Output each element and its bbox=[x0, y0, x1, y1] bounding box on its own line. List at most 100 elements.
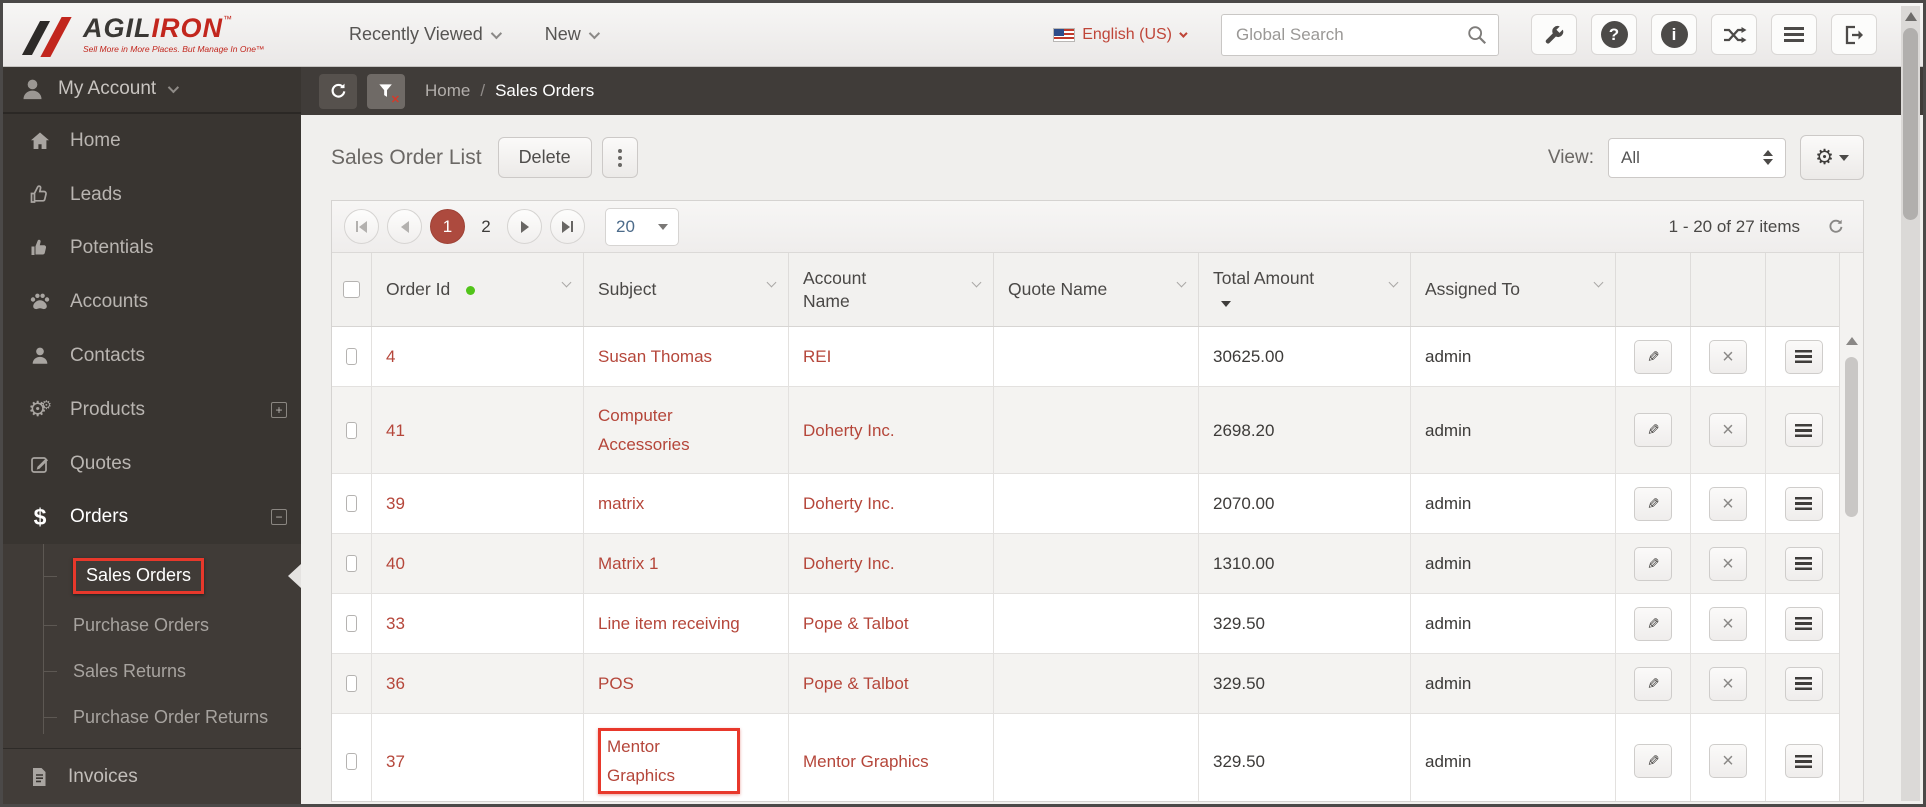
sidebar-item-quotes[interactable]: Quotes bbox=[3, 437, 301, 491]
column-header-account-name[interactable]: Account Name bbox=[789, 253, 994, 326]
order-id-link[interactable]: 4 bbox=[386, 347, 396, 366]
order-id-link[interactable]: 37 bbox=[386, 751, 405, 771]
delete-row-button[interactable]: × bbox=[1709, 606, 1747, 641]
subject-link[interactable]: Matrix 1 bbox=[598, 554, 659, 573]
sidebar-item-invoices[interactable]: Invoices bbox=[3, 748, 301, 804]
row-menu-button[interactable] bbox=[1784, 413, 1823, 447]
my-account-menu[interactable]: My Account bbox=[3, 67, 301, 114]
select-all-checkbox[interactable] bbox=[343, 281, 360, 298]
subject-link[interactable]: Mentor Graphics bbox=[598, 728, 740, 794]
delete-button[interactable]: Delete bbox=[497, 137, 592, 178]
account-name-link[interactable]: Mentor Graphics bbox=[803, 751, 929, 771]
account-name-link[interactable]: Pope & Talbot bbox=[803, 674, 909, 693]
clear-filter-button[interactable]: ✕ bbox=[367, 73, 405, 109]
view-select[interactable]: All bbox=[1608, 137, 1786, 178]
chevron-down-icon[interactable] bbox=[971, 277, 982, 288]
edit-row-button[interactable]: ✎ bbox=[1634, 486, 1672, 521]
sidebar-item-leads[interactable]: Leads bbox=[3, 168, 301, 222]
info-button[interactable]: i bbox=[1651, 14, 1697, 55]
pager-refresh-icon[interactable] bbox=[1826, 217, 1845, 236]
account-name-link[interactable]: Pope & Talbot bbox=[803, 614, 909, 633]
order-id-link[interactable]: 36 bbox=[386, 674, 405, 693]
column-header-total-amount[interactable]: Total Amount bbox=[1199, 253, 1411, 326]
column-header-assigned-to[interactable]: Assigned To bbox=[1411, 253, 1616, 326]
first-page-button[interactable] bbox=[344, 209, 379, 244]
delete-row-button[interactable]: × bbox=[1709, 339, 1747, 374]
scroll-up-icon[interactable] bbox=[1904, 12, 1917, 21]
chevron-down-icon[interactable] bbox=[1176, 277, 1187, 288]
page-1-button[interactable]: 1 bbox=[430, 209, 465, 244]
order-id-link[interactable]: 40 bbox=[386, 554, 405, 573]
row-menu-button[interactable] bbox=[1784, 339, 1823, 374]
collapse-icon[interactable]: − bbox=[271, 509, 287, 526]
prev-page-button[interactable] bbox=[387, 209, 422, 244]
account-name-link[interactable]: REI bbox=[803, 347, 832, 366]
logout-button[interactable] bbox=[1831, 14, 1877, 55]
subject-link[interactable]: Line item receiving bbox=[598, 614, 740, 633]
column-header-quote-name[interactable]: Quote Name bbox=[994, 253, 1199, 326]
help-button[interactable]: ? bbox=[1591, 14, 1637, 55]
page-size-select[interactable]: 20 bbox=[605, 207, 679, 246]
order-id-link[interactable]: 39 bbox=[386, 494, 405, 513]
row-menu-button[interactable] bbox=[1784, 546, 1823, 581]
sidebar-item-sales-returns[interactable]: Sales Returns bbox=[3, 648, 301, 694]
more-actions-button[interactable] bbox=[601, 137, 638, 178]
breadcrumb-home-link[interactable]: Home bbox=[425, 81, 471, 100]
sidebar-item-purchase-order-returns[interactable]: Purchase Order Returns bbox=[3, 694, 301, 740]
account-name-link[interactable]: Doherty Inc. bbox=[803, 420, 895, 440]
grid-settings-button[interactable]: ⚙ bbox=[1800, 135, 1864, 180]
chevron-down-icon[interactable] bbox=[561, 277, 572, 288]
delete-row-button[interactable]: × bbox=[1709, 546, 1747, 581]
new-menu[interactable]: New bbox=[545, 24, 600, 45]
order-id-link[interactable]: 33 bbox=[386, 614, 405, 633]
row-menu-button[interactable] bbox=[1784, 486, 1823, 521]
global-search-input[interactable] bbox=[1236, 24, 1466, 45]
row-checkbox[interactable] bbox=[346, 348, 357, 365]
sidebar-item-purchase-orders[interactable]: Purchase Orders bbox=[3, 602, 301, 648]
row-checkbox[interactable] bbox=[346, 421, 357, 439]
row-checkbox[interactable] bbox=[346, 752, 357, 770]
scroll-up-icon[interactable] bbox=[1845, 337, 1858, 345]
language-selector[interactable]: English (US) bbox=[1053, 26, 1188, 44]
subject-link[interactable]: matrix bbox=[598, 494, 645, 513]
row-checkbox[interactable] bbox=[346, 615, 357, 632]
sidebar-item-products[interactable]: ⚙ ⚙ Products + bbox=[3, 383, 301, 437]
sidebar-item-potentials[interactable]: Potentials bbox=[3, 221, 301, 275]
subject-link[interactable]: Susan Thomas bbox=[598, 347, 713, 366]
chevron-down-icon[interactable] bbox=[766, 277, 777, 288]
page-scrollbar-thumb[interactable] bbox=[1903, 28, 1918, 220]
last-page-button[interactable] bbox=[550, 209, 585, 244]
edit-row-button[interactable]: ✎ bbox=[1634, 666, 1672, 701]
next-page-button[interactable] bbox=[507, 209, 542, 244]
refresh-button[interactable] bbox=[319, 73, 357, 109]
account-name-link[interactable]: Doherty Inc. bbox=[803, 554, 895, 573]
chevron-down-icon[interactable] bbox=[1593, 277, 1604, 288]
edit-row-button[interactable]: ✎ bbox=[1634, 606, 1672, 641]
sidebar-item-contacts[interactable]: Contacts bbox=[3, 329, 301, 383]
table-scrollbar-thumb[interactable] bbox=[1845, 357, 1858, 517]
sidebar-item-sales-orders[interactable]: Sales Orders bbox=[3, 550, 301, 602]
page-2-button[interactable]: 2 bbox=[481, 216, 491, 236]
sidebar-item-orders[interactable]: $ Orders − bbox=[3, 490, 301, 544]
row-menu-button[interactable] bbox=[1784, 744, 1823, 778]
row-checkbox[interactable] bbox=[346, 495, 357, 512]
row-checkbox[interactable] bbox=[346, 675, 357, 692]
row-menu-button[interactable] bbox=[1784, 666, 1823, 701]
agiliron-logo[interactable]: AGILIRON™ Sell More in More Places. But … bbox=[21, 15, 289, 57]
subject-link[interactable]: Computer Accessories bbox=[598, 406, 690, 454]
tools-button[interactable] bbox=[1531, 14, 1577, 55]
delete-row-button[interactable]: × bbox=[1709, 666, 1747, 701]
apps-menu-button[interactable] bbox=[1771, 14, 1817, 55]
search-icon[interactable] bbox=[1466, 24, 1488, 46]
account-name-link[interactable]: Doherty Inc. bbox=[803, 494, 895, 513]
sidebar-item-accounts[interactable]: Accounts bbox=[3, 275, 301, 329]
chevron-down-icon[interactable] bbox=[1388, 277, 1399, 288]
table-scrollbar[interactable] bbox=[1839, 253, 1863, 801]
column-header-order-id[interactable]: Order Id bbox=[372, 253, 584, 326]
delete-row-button[interactable]: × bbox=[1709, 413, 1747, 447]
shortcuts-button[interactable] bbox=[1711, 14, 1757, 55]
sidebar-item-home[interactable]: Home bbox=[3, 114, 301, 168]
page-scrollbar[interactable] bbox=[1901, 6, 1920, 801]
edit-row-button[interactable]: ✎ bbox=[1634, 546, 1672, 581]
subject-link[interactable]: POS bbox=[598, 674, 634, 693]
